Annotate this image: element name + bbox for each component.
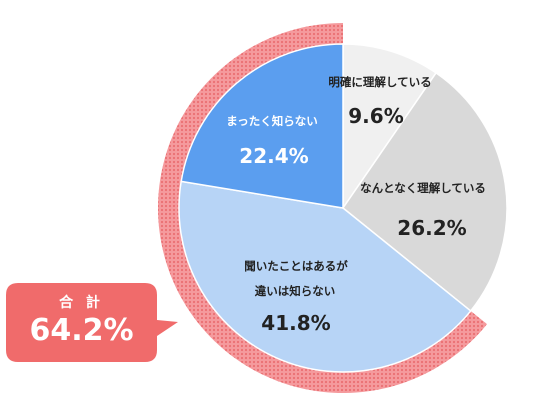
slice-label-layer: 明確に理解している 9.6% なんとなく理解している 26.2% 聞いたことはあ… (226, 75, 486, 335)
slice-label-unknown: まったく知らない (226, 114, 318, 128)
slice-clearly-understand (342, 43, 438, 211)
total-label: 合 計 (59, 295, 104, 311)
slice-value-heard: 41.8% (261, 311, 330, 335)
slice-heard-but-unsure (178, 180, 472, 373)
slice-value-clear: 9.6% (348, 104, 403, 128)
slice-label-heard-line1: 聞いたことはあるが (244, 259, 348, 273)
slice-value-unknown: 22.4% (239, 144, 308, 168)
slice-label-clear: 明確に理解している (328, 75, 431, 89)
slice-label-vague: なんとなく理解している (360, 181, 486, 195)
slice-vaguely-understand (341, 71, 508, 312)
slice-layer (178, 43, 508, 373)
slice-label-heard-line2: 違いは知らない (255, 284, 336, 298)
total-callout-bubble (6, 283, 178, 362)
slice-value-vague: 26.2% (397, 216, 466, 240)
total-callout: 合 計 64.2% (6, 283, 157, 362)
total-value: 64.2% (29, 313, 134, 348)
slice-never-heard (180, 43, 344, 209)
